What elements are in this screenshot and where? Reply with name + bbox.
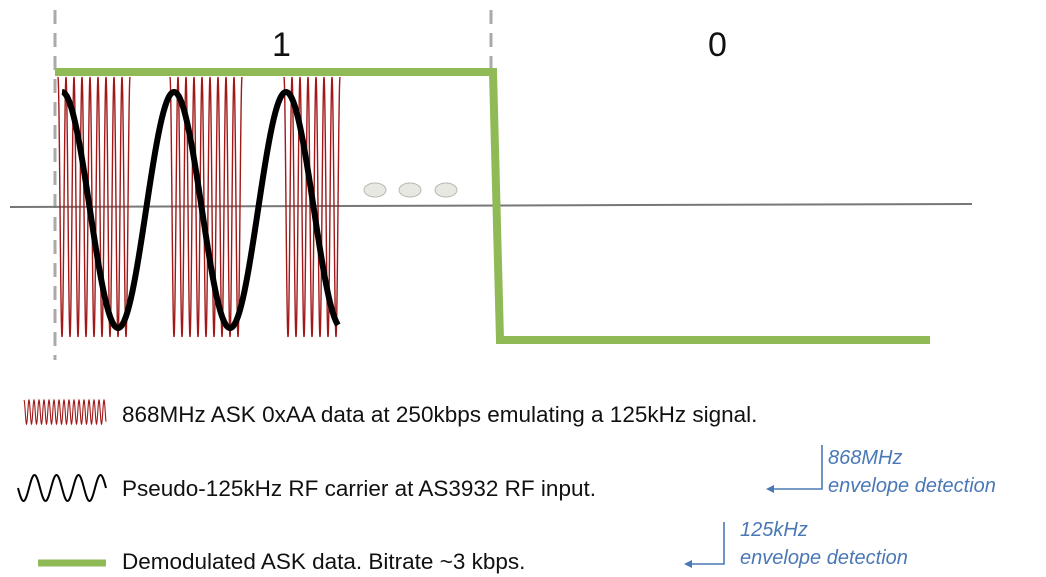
bit-label-one: 1 bbox=[272, 26, 291, 64]
env868-bracket bbox=[770, 445, 823, 490]
env868-label-line1: 868MHz bbox=[828, 447, 903, 469]
zero-axis bbox=[9, 203, 973, 208]
env868-label-line2: envelope detection bbox=[828, 475, 996, 497]
env125-label-line1: 125kHz bbox=[740, 519, 808, 541]
demodulated-data-line bbox=[55, 68, 930, 344]
legend-data-text: Demodulated ASK data. Bitrate ~3 kbps. bbox=[122, 549, 526, 574]
env868-arrowhead bbox=[766, 485, 774, 493]
bit-label-zero: 0 bbox=[708, 26, 727, 64]
legend-rf-icon bbox=[23, 398, 107, 426]
legend-carrier-icon bbox=[17, 473, 107, 503]
rf-868mhz-wave bbox=[57, 76, 341, 338]
ellipsis-dot-3 bbox=[434, 182, 458, 198]
env125-bracket bbox=[688, 522, 725, 565]
legend-carrier-text: Pseudo-125kHz RF carrier at AS3932 RF in… bbox=[122, 476, 596, 501]
env125-label-line2: envelope detection bbox=[740, 547, 908, 569]
ellipsis-dot-2 bbox=[398, 182, 422, 198]
pseudo-125khz-carrier bbox=[59, 89, 341, 331]
legend-rf-text: 868MHz ASK 0xAA data at 250kbps emulatin… bbox=[122, 402, 758, 427]
ellipsis-dot-1 bbox=[363, 182, 387, 198]
env125-arrowhead bbox=[684, 560, 692, 568]
